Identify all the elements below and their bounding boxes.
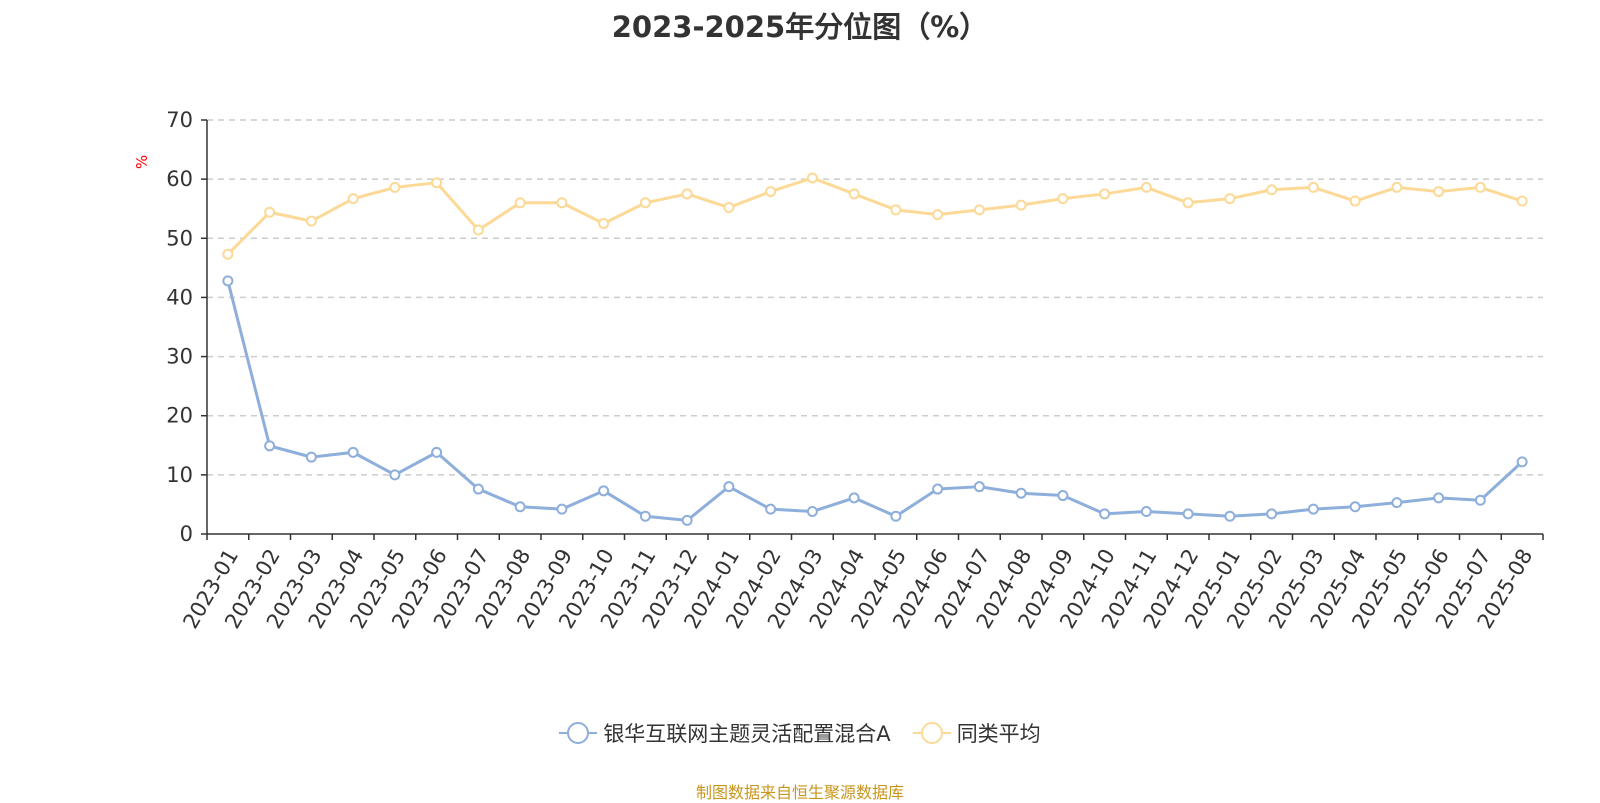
y-tick-label-40: 40: [166, 285, 193, 309]
data-point-1-2023-10: [598, 485, 610, 497]
legend-item-series-2[interactable]: 同类平均: [912, 718, 1041, 748]
data-point-2-2025-04: [1349, 195, 1361, 207]
data-point-2-2025-03: [1307, 181, 1319, 193]
y-tick-label-10: 10: [166, 463, 193, 487]
data-point-2-2024-10: [1099, 188, 1111, 200]
data-point-1-2023-07: [472, 483, 484, 495]
data-point-1-2023-03: [305, 451, 317, 463]
series-line-2: [226, 176, 1523, 256]
data-point-1-2023-02: [264, 440, 276, 452]
y-tick-label-50: 50: [166, 226, 193, 250]
y-tick-label-30: 30: [166, 345, 193, 369]
data-point-2-2023-01: [222, 248, 234, 260]
axes: 0102030405060702023-012023-022023-032023…: [166, 108, 1544, 633]
data-point-2-2023-11: [639, 197, 651, 209]
data-point-1-2023-09: [556, 503, 568, 515]
data-point-2-2023-07: [472, 224, 484, 236]
y-axis-label: %: [133, 155, 151, 169]
data-point-1-2025-04: [1349, 501, 1361, 513]
data-point-2-2024-02: [765, 186, 777, 198]
data-point-1-2025-05: [1391, 497, 1403, 509]
legend: 银华互联网主题灵活配置混合A 同类平均: [0, 718, 1600, 748]
data-point-1-2025-07: [1474, 494, 1486, 506]
data-point-2-2024-09: [1057, 193, 1069, 205]
data-point-1-2023-11: [639, 510, 651, 522]
data-point-2-2025-01: [1224, 193, 1236, 205]
data-point-2-2024-05: [890, 204, 902, 216]
legend-swatch-1: [559, 722, 598, 744]
data-point-1-2024-01: [723, 481, 735, 493]
chart-title: 2023-2025年分位图（%）: [611, 10, 989, 44]
data-point-1-2025-02: [1266, 508, 1278, 520]
data-point-1-2024-03: [806, 506, 818, 518]
y-tick-label-0: 0: [180, 522, 193, 546]
grid-lines: [207, 119, 1543, 476]
data-point-2-2024-06: [932, 209, 944, 221]
data-point-2-2023-02: [264, 206, 276, 218]
data-point-2-2024-04: [848, 188, 860, 200]
data-point-1-2025-06: [1433, 492, 1445, 504]
data-point-2-2024-07: [973, 204, 985, 216]
data-point-1-2023-08: [514, 501, 526, 513]
data-point-2-2023-06: [431, 177, 443, 189]
data-point-2-2023-12: [681, 188, 693, 200]
data-point-1-2024-12: [1182, 508, 1194, 520]
data-point-2-2023-04: [347, 193, 359, 205]
data-point-1-2024-11: [1140, 506, 1152, 518]
data-point-2-2024-11: [1140, 181, 1152, 193]
data-point-1-2024-09: [1057, 490, 1069, 502]
data-point-1-2023-06: [431, 446, 443, 458]
data-point-2-2025-08: [1516, 195, 1528, 207]
data-point-1-2025-01: [1224, 510, 1236, 522]
data-point-2-2024-03: [806, 172, 818, 184]
data-point-2-2023-09: [556, 197, 568, 209]
data-point-1-2024-07: [973, 481, 985, 493]
data-point-1-2024-04: [848, 492, 860, 504]
data-point-1-2024-05: [890, 510, 902, 522]
data-point-2-2024-12: [1182, 197, 1194, 209]
series-lines: [222, 172, 1528, 526]
data-point-1-2024-06: [932, 483, 944, 495]
data-point-1-2024-08: [1015, 487, 1027, 499]
data-point-2-2024-08: [1015, 199, 1027, 211]
y-tick-label-70: 70: [166, 108, 193, 132]
data-point-2-2025-02: [1266, 184, 1278, 196]
series-line-1: [226, 280, 1524, 522]
data-point-1-2023-12: [681, 514, 693, 526]
data-point-1-2023-01: [222, 275, 234, 287]
data-point-2-2023-03: [305, 215, 317, 227]
source-note: 制图数据来自恒生聚源数据库: [695, 783, 904, 802]
data-point-2-2025-06: [1433, 186, 1445, 198]
legend-item-series-1[interactable]: 银华互联网主题灵活配置混合A: [559, 718, 891, 748]
data-point-2-2023-10: [598, 218, 610, 229]
data-point-1-2023-04: [347, 446, 359, 458]
data-point-2-2023-08: [514, 197, 526, 209]
data-point-2-2025-07: [1474, 181, 1486, 193]
data-point-1-2025-03: [1307, 503, 1319, 515]
data-point-2-2025-05: [1391, 181, 1403, 193]
legend-label-2: 同类平均: [956, 722, 1041, 746]
data-point-2-2023-05: [389, 181, 401, 193]
legend-swatch-2: [912, 722, 951, 744]
data-point-1-2024-10: [1099, 508, 1111, 520]
data-point-1-2025-08: [1516, 456, 1528, 468]
y-tick-label-60: 60: [166, 167, 193, 191]
data-point-1-2023-05: [389, 469, 401, 481]
legend-label-1: 银华互联网主题灵活配置混合A: [603, 722, 891, 746]
data-point-1-2024-02: [765, 503, 777, 515]
y-tick-label-20: 20: [166, 404, 193, 428]
data-point-2-2024-01: [723, 202, 735, 214]
